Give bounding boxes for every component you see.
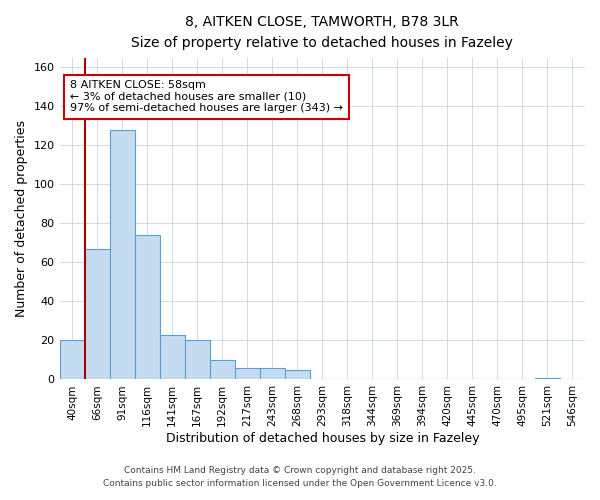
Bar [185,340,209,380]
Bar [59,340,85,380]
Text: Contains HM Land Registry data © Crown copyright and database right 2025.
Contai: Contains HM Land Registry data © Crown c… [103,466,497,487]
Y-axis label: Number of detached properties: Number of detached properties [15,120,28,317]
Bar [260,368,285,380]
Bar [85,249,110,380]
Bar [110,130,134,380]
Bar [134,235,160,380]
Title: 8, AITKEN CLOSE, TAMWORTH, B78 3LR
Size of property relative to detached houses : 8, AITKEN CLOSE, TAMWORTH, B78 3LR Size … [131,15,513,50]
Bar [235,368,260,380]
Bar [285,370,310,380]
Text: 8 AITKEN CLOSE: 58sqm
← 3% of detached houses are smaller (10)
97% of semi-detac: 8 AITKEN CLOSE: 58sqm ← 3% of detached h… [70,80,343,114]
Bar [535,378,560,380]
Bar [160,334,185,380]
X-axis label: Distribution of detached houses by size in Fazeley: Distribution of detached houses by size … [166,432,479,445]
Bar [209,360,235,380]
